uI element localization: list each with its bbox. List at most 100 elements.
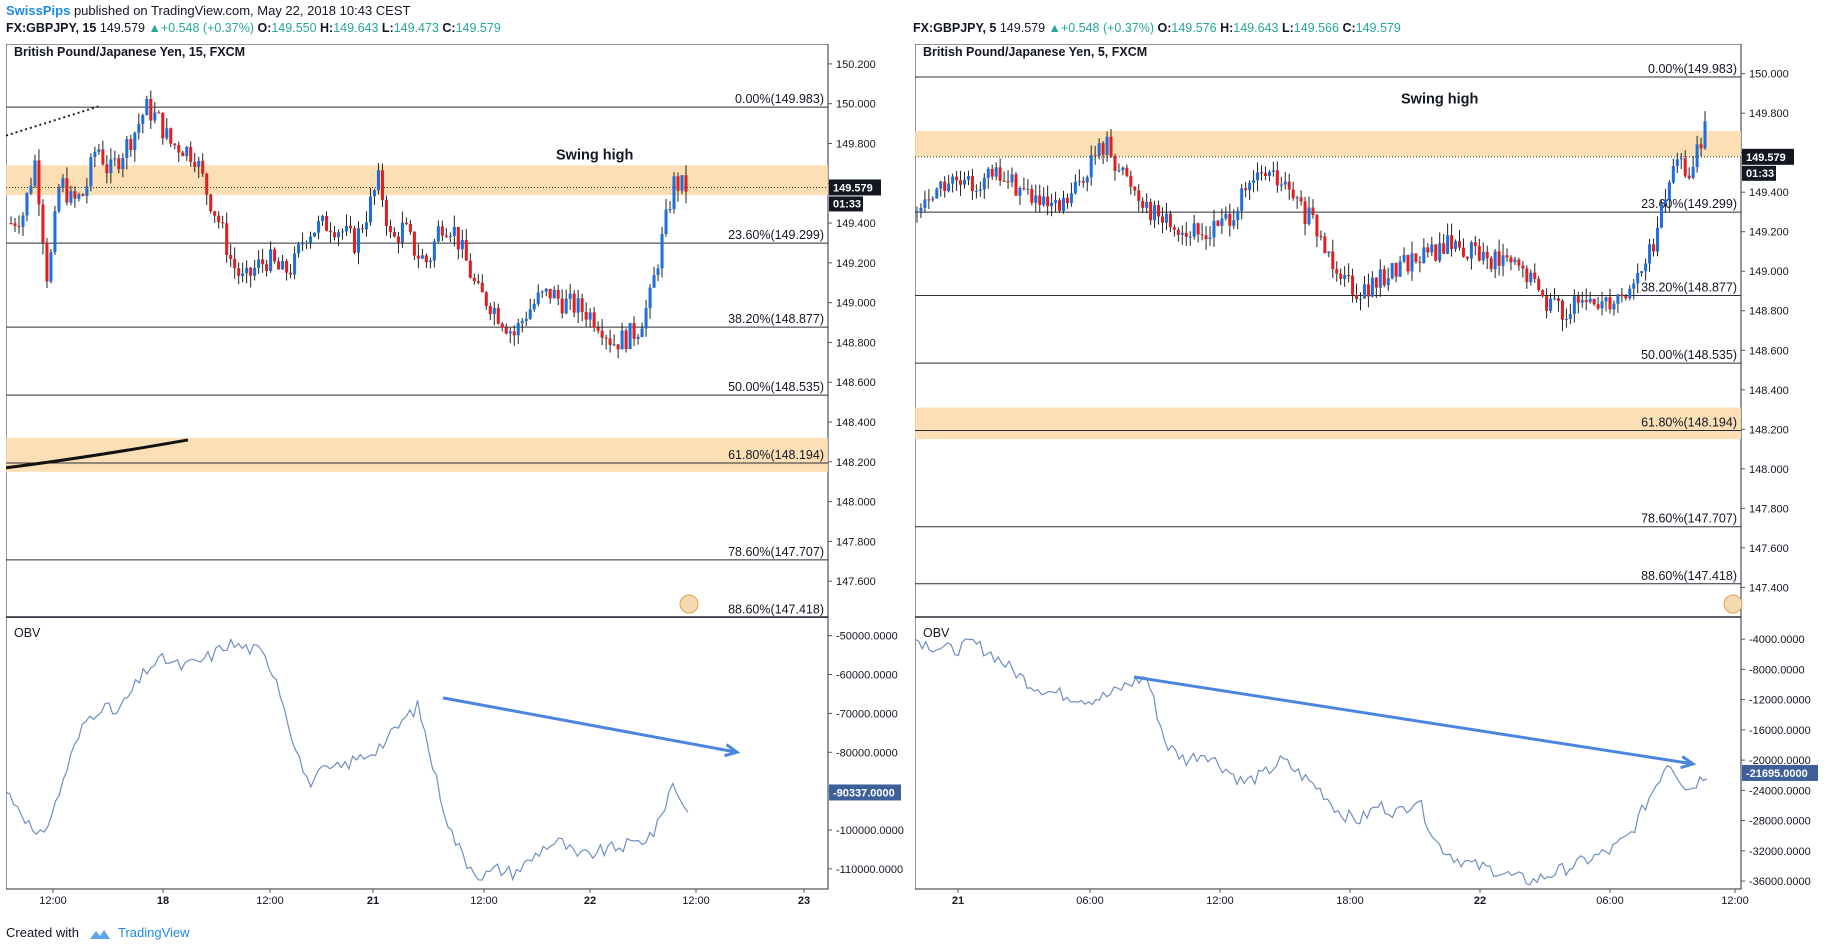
- obv-line: [6, 637, 689, 882]
- close-label: C:: [442, 21, 456, 35]
- candle-body: [153, 112, 157, 121]
- candle-body: [1687, 175, 1691, 179]
- candle-body: [141, 115, 145, 124]
- candle-body: [1228, 213, 1232, 226]
- candle-body: [1224, 213, 1228, 219]
- candle-body: [1050, 202, 1054, 207]
- candle-body: [648, 287, 652, 309]
- candle-body: [1418, 261, 1422, 263]
- candle-body: [125, 139, 129, 158]
- candle-body: [321, 215, 325, 222]
- tradingview-link[interactable]: TradingView: [118, 925, 190, 940]
- candle-body: [1489, 258, 1493, 270]
- candle-body: [588, 312, 592, 320]
- chart-panel-left[interactable]: 0.00%(149.983) 23.60%(149.299) 38.20%(148.…: [6, 44, 908, 913]
- candle-body: [113, 158, 117, 160]
- candle-body: [1568, 314, 1572, 319]
- candle-body: [1549, 298, 1553, 311]
- obv-tick-label: -4000.0000: [1749, 634, 1805, 646]
- candle-body: [1600, 301, 1604, 309]
- candle-body: [1145, 201, 1149, 208]
- time-badge: 01:33: [833, 198, 861, 210]
- candle-body: [959, 180, 963, 185]
- candle-body: [297, 244, 301, 254]
- candle-body: [165, 128, 169, 139]
- price-tick-label: 149.000: [1749, 266, 1789, 278]
- candle-body: [1414, 253, 1418, 262]
- candle-body: [221, 222, 225, 224]
- open-label: O:: [1157, 21, 1172, 35]
- candle-body: [536, 292, 540, 304]
- candle-body: [1271, 170, 1275, 172]
- candle-body: [600, 330, 604, 338]
- time-tick-label: 12:00: [39, 895, 67, 907]
- candle-body: [145, 98, 149, 116]
- candle-body: [668, 209, 672, 211]
- candle-body: [181, 152, 185, 157]
- candle-body: [468, 260, 472, 278]
- candle-body: [1541, 290, 1545, 297]
- candle-body: [624, 330, 628, 350]
- candle-body: [1584, 300, 1588, 303]
- candle-body: [189, 147, 193, 162]
- candle-body: [1065, 197, 1069, 204]
- candle-body: [25, 193, 29, 216]
- candle-body: [452, 226, 456, 237]
- candle-body: [516, 323, 520, 336]
- price-tick-label: 150.000: [836, 99, 876, 111]
- obv-trend-arrow: [442, 696, 738, 754]
- candle-body: [1244, 188, 1248, 191]
- candle-body: [1149, 201, 1153, 221]
- candle-body: [1054, 200, 1058, 203]
- moving-average-line: [6, 438, 189, 470]
- candle-body: [943, 181, 947, 192]
- candle-body: [1378, 269, 1382, 288]
- candle-body: [496, 307, 500, 324]
- fib-label: 78.60%(147.707): [728, 545, 824, 559]
- ticker[interactable]: FX:GBPJPY, 5: [913, 21, 997, 35]
- chart-panel-right[interactable]: 0.00%(149.983) 23.60%(149.299) 38.20%(148.…: [915, 44, 1821, 913]
- price-tick-label: 147.600: [1749, 543, 1789, 555]
- candle-body: [1355, 294, 1359, 300]
- candle-body: [464, 239, 468, 261]
- obv-tick-label: -50000.0000: [836, 631, 898, 643]
- resistance-zone: [6, 165, 828, 196]
- fib-label: 88.60%(147.418): [728, 602, 824, 616]
- candle-body: [656, 268, 660, 276]
- candle-body: [293, 253, 297, 275]
- arrow-head-icon: [1680, 755, 1697, 770]
- candle-body: [1259, 172, 1264, 174]
- candle-body: [1608, 297, 1612, 310]
- candle-body: [1196, 223, 1200, 235]
- price-tick-label: 149.800: [1749, 108, 1789, 120]
- candle-body: [352, 228, 357, 253]
- candle-body: [101, 149, 105, 165]
- candle-body: [1125, 167, 1129, 176]
- high-label: H:: [1220, 21, 1234, 35]
- candle-body: [923, 199, 927, 208]
- price-tick-label: 149.200: [1749, 227, 1789, 239]
- candle-body: [1497, 251, 1501, 266]
- candle-body: [448, 236, 452, 238]
- candle-body: [1624, 296, 1628, 299]
- obv-badge: -21695.0000: [1746, 768, 1808, 780]
- candle-body: [644, 308, 648, 329]
- candle-body: [133, 132, 137, 151]
- candle-body: [392, 231, 396, 237]
- fib-label: 50.00%(148.535): [1641, 348, 1737, 362]
- candle-body: [1410, 253, 1414, 272]
- candle-body: [652, 275, 656, 288]
- candle-body: [360, 228, 364, 230]
- candle-body: [1343, 274, 1347, 279]
- ticker[interactable]: FX:GBPJPY, 15: [6, 21, 97, 35]
- candle-body: [1628, 288, 1632, 299]
- candle-body: [1390, 263, 1394, 279]
- author-link[interactable]: SwissPips: [6, 3, 71, 18]
- price-tick-label: 147.800: [1749, 503, 1789, 515]
- candle-body: [1402, 254, 1406, 262]
- candle-body: [432, 241, 436, 261]
- candle-body: [265, 264, 269, 271]
- candle-body: [568, 293, 572, 299]
- candle-body: [1212, 220, 1216, 238]
- time-tick-label: 12:00: [1206, 895, 1234, 907]
